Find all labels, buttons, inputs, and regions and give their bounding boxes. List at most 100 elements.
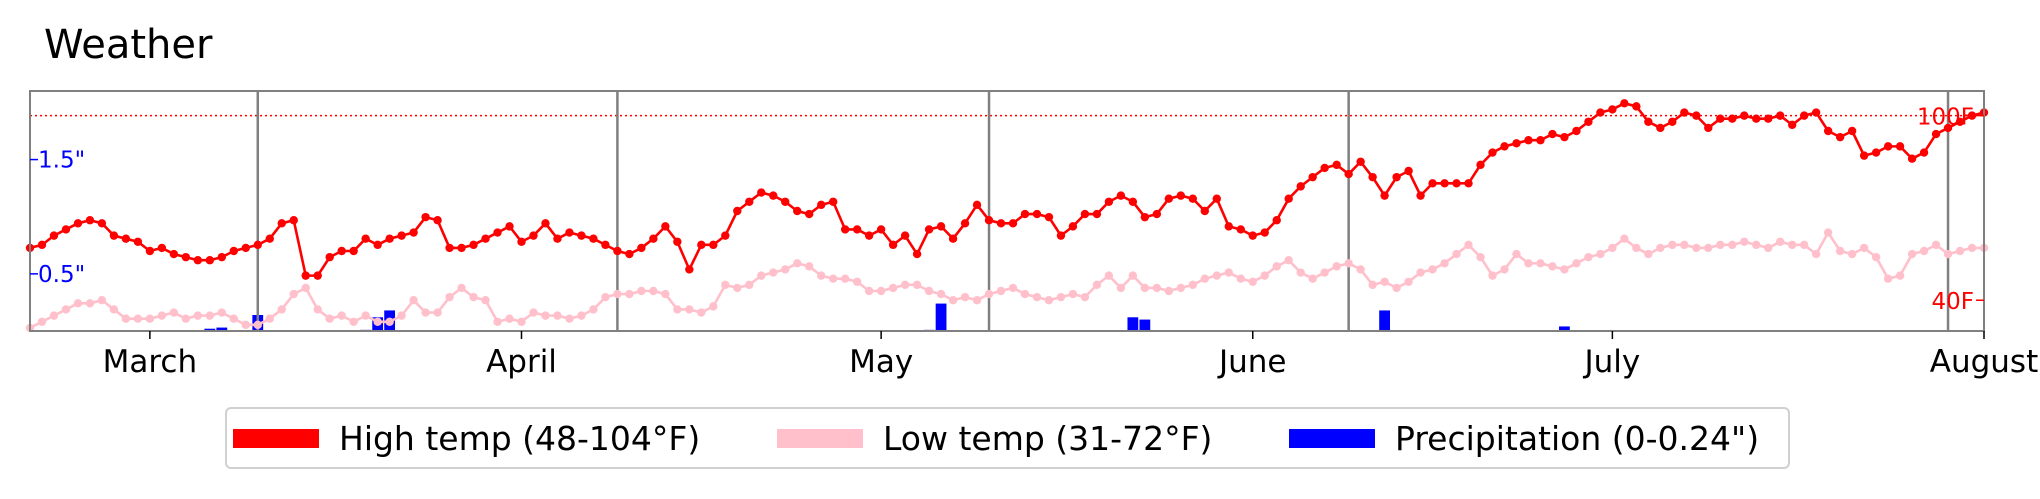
low-temp-point xyxy=(745,280,754,290)
high-temp-point xyxy=(457,243,466,253)
low-temp-point xyxy=(1752,240,1761,250)
high-temp-point xyxy=(1704,123,1713,133)
low-temp-point xyxy=(1859,243,1869,253)
high-temp-point xyxy=(1080,209,1090,219)
high-temp-point xyxy=(1859,151,1869,160)
low-temp-point xyxy=(1008,283,1018,293)
precip-bar xyxy=(1559,326,1570,331)
high-temp-point xyxy=(1907,154,1917,163)
precip-bar xyxy=(935,303,947,331)
low-temp-point xyxy=(816,271,826,280)
low-temp-point xyxy=(1895,271,1905,280)
high-temp-point xyxy=(972,200,982,210)
high-temp-point xyxy=(1692,111,1701,120)
high-temp-point xyxy=(1356,157,1365,166)
high-temp-point xyxy=(1044,212,1054,222)
high-temp-point xyxy=(816,200,826,210)
x-tick-label: June xyxy=(1217,344,1287,380)
high-temp-point xyxy=(133,237,143,246)
high-temp-point xyxy=(517,237,526,246)
high-temp-point xyxy=(1811,108,1821,117)
high-temp-point xyxy=(85,216,95,225)
chart-title: Weather xyxy=(44,22,213,68)
low-temp-point xyxy=(1248,277,1257,286)
low-temp-point xyxy=(313,305,322,314)
high-temp-point xyxy=(1656,123,1665,133)
low-temp-point xyxy=(169,308,179,317)
temp-tick-label: 100F xyxy=(1917,105,1974,131)
low-temp-point xyxy=(469,292,478,302)
high-temp-point xyxy=(1164,194,1174,203)
high-temp-point xyxy=(1955,117,1965,126)
high-temp-point xyxy=(661,222,670,231)
x-tick-label: July xyxy=(1583,344,1641,380)
high-temp-point xyxy=(1152,209,1162,219)
low-temp-point xyxy=(1632,243,1641,253)
low-temp-point xyxy=(1092,280,1102,290)
low-temp-point xyxy=(1032,292,1042,302)
low-temp-point xyxy=(1799,240,1809,250)
high-temp-point xyxy=(1847,126,1857,136)
low-temp-point xyxy=(337,311,346,320)
low-temp-point xyxy=(565,314,574,323)
low-temp-point xyxy=(733,283,742,293)
high-temp-point xyxy=(709,240,718,250)
legend-swatch-high-temp xyxy=(233,428,319,448)
high-temp-point xyxy=(121,234,131,243)
low-temp-point xyxy=(1164,286,1174,296)
high-temp-point xyxy=(301,271,310,280)
low-temp-point xyxy=(1188,280,1198,290)
low-temp-point xyxy=(769,268,778,277)
high-temp-point xyxy=(1728,114,1737,123)
low-temp-point xyxy=(1704,243,1713,253)
high-temp-point xyxy=(421,212,430,222)
high-temp-point xyxy=(805,209,814,219)
high-temp-point xyxy=(529,231,538,240)
high-temp-point xyxy=(924,225,934,234)
low-temp-point xyxy=(1368,280,1377,290)
high-temp-point xyxy=(697,240,706,250)
high-temp-point xyxy=(1584,117,1593,126)
low-temp-point xyxy=(960,292,970,302)
low-temp-point xyxy=(253,320,262,330)
high-temp-point xyxy=(769,191,778,200)
low-temp-point xyxy=(1440,259,1449,268)
low-temp-point xyxy=(193,311,203,320)
low-temp-point xyxy=(1512,249,1521,259)
low-temp-point xyxy=(661,289,670,299)
low-temp-point xyxy=(1740,237,1749,246)
high-temp-point xyxy=(37,240,47,250)
low-temp-point xyxy=(1380,277,1389,286)
low-temp-point xyxy=(181,314,191,323)
low-temp-point xyxy=(229,314,238,323)
low-temp-point xyxy=(1680,240,1689,250)
high-temp-point xyxy=(936,222,946,231)
high-temp-point xyxy=(493,228,502,237)
low-temp-point xyxy=(673,305,682,314)
low-temp-point xyxy=(97,296,107,305)
high-temp-point xyxy=(685,265,694,274)
high-temp-line xyxy=(29,102,1985,277)
low-temp-point xyxy=(277,305,286,314)
high-temp-point xyxy=(1440,179,1449,188)
low-temp-point xyxy=(1140,283,1150,293)
low-temp-point xyxy=(1260,271,1269,280)
high-temp-point xyxy=(349,246,358,256)
low-temp-line xyxy=(29,231,1984,330)
low-temp-point xyxy=(1692,243,1701,253)
low-temp-point xyxy=(1967,243,1977,253)
high-temp-point xyxy=(840,225,850,234)
low-temp-point xyxy=(1919,246,1929,256)
low-temp-point xyxy=(1644,249,1653,259)
high-temp-point xyxy=(325,252,334,262)
low-temp-point xyxy=(1764,243,1773,253)
low-temp-point xyxy=(1320,268,1329,277)
high-temp-point xyxy=(385,234,394,243)
low-temp-point xyxy=(457,283,466,293)
low-temp-series xyxy=(25,228,1989,333)
low-temp-point xyxy=(948,296,958,305)
legend-label-low-temp: Low temp (31-72°F) xyxy=(883,418,1213,458)
high-temp-point xyxy=(793,206,802,216)
low-temp-point xyxy=(1728,240,1737,250)
low-temp-point xyxy=(1524,259,1533,268)
